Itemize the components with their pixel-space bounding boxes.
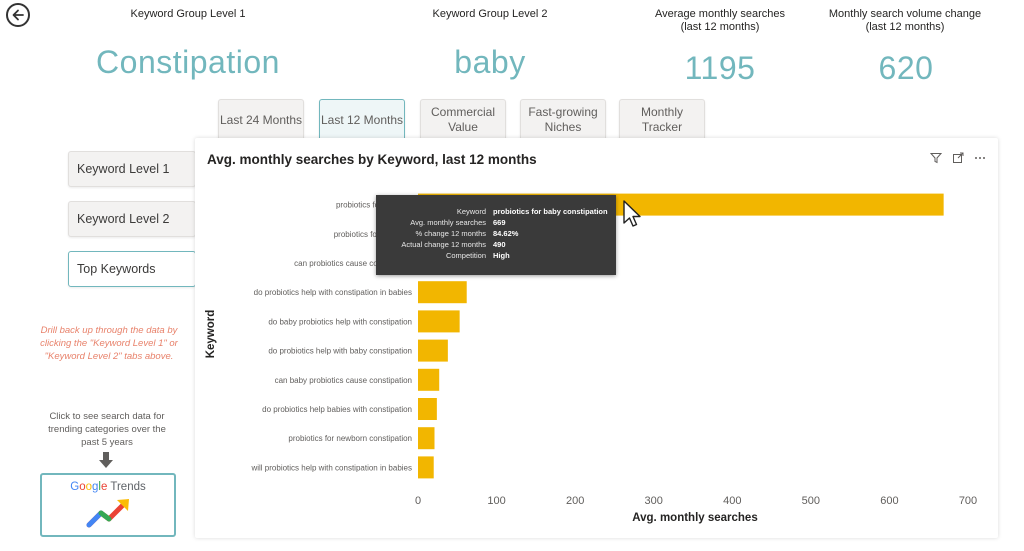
nav-top-keywords[interactable]: Top Keywords (68, 251, 196, 287)
category-label: probiotics for baby co (336, 201, 413, 210)
google-trends-button[interactable]: Google Trends (40, 473, 176, 537)
trend-arrow-icon (86, 499, 129, 528)
tooltip-value: 84.62% (493, 229, 519, 238)
bar[interactable] (418, 398, 437, 420)
tooltip-row: Avg. monthly searches 669 (384, 217, 608, 228)
nav-keyword-level-2[interactable]: Keyword Level 2 (68, 201, 196, 237)
google-trends-logo: Google Trends (70, 481, 146, 493)
visual-header-icons (930, 152, 986, 164)
tooltip-key: Actual change 12 months (401, 240, 486, 249)
category-label: do probiotics help with baby constipatio… (268, 347, 412, 356)
tooltip-key: % change 12 months (415, 229, 486, 238)
category-label: probiotics for infant co (334, 230, 413, 239)
category-label: probiotics for newborn constipation (288, 434, 412, 443)
mouse-pointer-icon (623, 200, 641, 227)
kpi-label-avg-monthly-searches: Average monthly searches (last 12 months… (654, 8, 786, 33)
x-axis-title: Avg. monthly searches (632, 512, 758, 524)
back-button[interactable] (6, 3, 30, 27)
tab-last-24-months[interactable]: Last 24 Months (218, 99, 304, 141)
kpi-value-keyword-level-1: Constipation (96, 44, 280, 80)
category-label: do probiotics help with constipation in … (254, 288, 412, 297)
bar[interactable] (418, 339, 448, 362)
category-label: can probiotics cause constipation (294, 259, 412, 268)
x-tick-label: 500 (802, 495, 820, 507)
tooltip-key: Competition (445, 251, 486, 260)
x-tick-label: 700 (959, 495, 977, 507)
bar[interactable] (418, 456, 434, 479)
category-label: do probiotics help babies with constipat… (262, 405, 412, 414)
tooltip-value: 490 (493, 240, 506, 249)
x-tick-label: 0 (415, 495, 421, 507)
bar[interactable] (418, 427, 435, 450)
kpi-value-volume-change: 620 (878, 50, 934, 86)
back-arrow-icon (12, 9, 24, 21)
tooltip-value: High (493, 251, 510, 260)
x-tick-label: 100 (487, 495, 505, 507)
x-tick-label: 200 (566, 495, 584, 507)
x-tick-label: 600 (880, 495, 898, 507)
filter-icon[interactable] (930, 152, 942, 164)
tab-last-12-months[interactable]: Last 12 Months (319, 99, 405, 141)
trends-note: Click to see search data for trending ca… (48, 411, 166, 448)
tooltip-value: 669 (493, 218, 506, 227)
tab-fast-growing-niches[interactable]: Fast-growing Niches (520, 99, 606, 141)
chart-tooltip: Keyword probiotics for baby constipation… (376, 195, 616, 275)
tooltip-value: probiotics for baby constipation (493, 207, 608, 216)
tooltip-row: Actual change 12 months 490 (384, 239, 608, 250)
x-tick-label: 300 (645, 495, 663, 507)
focus-mode-icon[interactable] (952, 152, 964, 164)
category-label: can baby probiotics cause constipation (275, 376, 412, 385)
x-tick-label: 400 (723, 495, 741, 507)
tab-monthly-tracker[interactable]: Monthly Tracker (619, 99, 705, 141)
tooltip-row: % change 12 months 84.62% (384, 228, 608, 239)
nav-keyword-level-1[interactable]: Keyword Level 1 (68, 151, 196, 187)
more-options-icon[interactable] (974, 152, 986, 164)
kpi-label-keyword-level-1: Keyword Group Level 1 (130, 8, 246, 20)
tooltip-key: Keyword (456, 207, 486, 216)
category-label: will probiotics help with constipation i… (250, 463, 412, 472)
tooltip-key: Avg. monthly searches (410, 218, 486, 227)
bar[interactable] (418, 368, 440, 391)
kpi-value-avg-monthly-searches: 1195 (684, 50, 756, 86)
drill-back-note: Drill back up through the data by clicki… (40, 325, 178, 362)
bar[interactable] (418, 310, 460, 333)
tooltip-row: Keyword probiotics for baby constipation (384, 206, 608, 217)
kpi-value-keyword-level-2: baby (454, 44, 526, 80)
tooltip-row: Competition High (384, 250, 608, 261)
tab-commercial-value[interactable]: Commercial Value (420, 99, 506, 141)
bar[interactable] (418, 281, 467, 304)
kpi-label-keyword-level-2: Keyword Group Level 2 (432, 8, 548, 20)
category-label: do baby probiotics help with constipatio… (268, 317, 412, 326)
down-arrow-icon (99, 452, 113, 468)
kpi-label-volume-change: Monthly search volume change (last 12 mo… (828, 8, 982, 33)
chart-title: Avg. monthly searches by Keyword, last 1… (207, 152, 537, 167)
